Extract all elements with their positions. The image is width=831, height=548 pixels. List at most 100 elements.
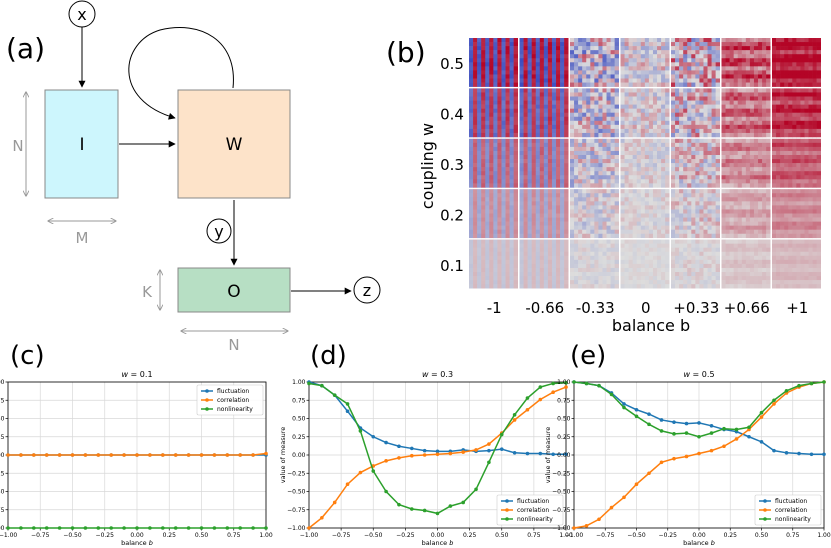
chart-c-legend-nonlinearity: nonlinearity <box>217 406 253 413</box>
chart-e-series-nonlinearity <box>572 380 826 439</box>
chart-d-point-correlation <box>384 459 388 463</box>
chart-d-series-correlation <box>307 385 568 530</box>
chart-e-point-nonlinearity <box>584 381 589 386</box>
input-box-label: I <box>79 135 84 155</box>
chart-c-point-correlation <box>19 453 23 457</box>
chart-e-point-nonlinearity <box>609 392 614 397</box>
chart-c-ytick: −0.25 <box>0 470 5 477</box>
chart-e-point-correlation <box>722 444 726 449</box>
chart-d-xtick: 0.00 <box>431 532 445 539</box>
heatmap-cell-w0.2-b-1 <box>469 189 518 239</box>
chart-d-point-nonlinearity <box>384 489 388 494</box>
chart-e-panel-label: (e) <box>570 341 606 371</box>
heatmap-row-labels: 0.5 0.4 0.3 0.2 0.1 <box>440 55 464 275</box>
chart-d-point-nonlinearity <box>564 380 568 385</box>
chart-e-point-correlation <box>597 517 601 522</box>
chart-e: (e) w = 0.5 −1.00 −0.75 −0.50 −0.25 0.00 0.25 0.… <box>544 341 831 547</box>
chart-d-xtick: −0.75 <box>332 532 351 539</box>
chart-d-point-correlation <box>345 482 350 487</box>
chart-e-point-fluctuation <box>697 421 701 425</box>
chart-d-legend-correlation: correlation <box>517 507 549 514</box>
chart-c-point-nonlinearity <box>109 526 113 530</box>
chart-e-point-fluctuation <box>747 434 751 439</box>
chart-d-legend-fluctuation: fluctuation <box>517 498 549 505</box>
chart-e-point-correlation <box>734 437 739 441</box>
chart-d-legend-nonlinearity: nonlinearity <box>517 516 553 523</box>
chart-e-point-correlation <box>684 454 689 459</box>
input-box <box>44 89 119 199</box>
chart-c-panel-label: (c) <box>10 341 45 371</box>
chart-e-point-nonlinearity <box>822 380 826 384</box>
chart-c-point-correlation <box>264 451 268 456</box>
chart-c-xlabel: balance b <box>121 539 153 547</box>
chart-d-point-fluctuation <box>551 452 555 457</box>
heatmap-row-label-1: 0.4 <box>440 106 464 124</box>
chart-c-series-nonlinearity <box>6 526 268 530</box>
chart-c-point-nonlinearity <box>186 526 191 530</box>
chart-d-point-correlation <box>358 470 363 475</box>
heatmap-row-label-0: 0.5 <box>440 55 464 73</box>
heatmap-cell-w0.3-b+0.33 <box>671 138 720 188</box>
heatmap-column-label-3: 0 <box>641 299 651 317</box>
chart-e-point-fluctuation <box>647 412 651 416</box>
chart-c-point-correlation <box>83 453 88 457</box>
chart-d-point-nonlinearity <box>358 429 363 433</box>
chart-e-point-correlation <box>647 471 651 476</box>
heatmap-cell-w0.3-b-0.33 <box>570 138 619 188</box>
chart-e-point-correlation <box>709 448 714 453</box>
chart-c-point-correlation <box>70 453 75 457</box>
chart-d-point-nonlinearity <box>332 393 337 397</box>
heatmap-column-label-0: -1 <box>487 299 502 317</box>
chart-d-point-fluctuation <box>410 446 414 451</box>
chart-e-ytick: −0.25 <box>552 470 571 477</box>
chart-c-point-nonlinearity <box>135 526 139 530</box>
chart-d-point-correlation <box>551 390 555 395</box>
heatmap-cell-w0.4-b+0.66 <box>721 88 771 138</box>
chart-c-point-nonlinearity <box>173 526 178 530</box>
chart-e-point-nonlinearity <box>784 388 789 393</box>
chart-c-point-correlation <box>44 453 49 457</box>
chart-d-point-correlation <box>397 456 401 460</box>
chart-c-point-correlation <box>225 453 230 457</box>
chart-d-point-nonlinearity <box>525 396 530 400</box>
chart-d-ylabel: value of measure <box>279 427 287 484</box>
heatmap-cell-w0.1-b+0.66 <box>721 239 771 289</box>
chart-e-xtick: 0.50 <box>755 532 769 539</box>
chart-c-ytick: 1.00 <box>0 379 5 386</box>
heatmap-ylabel: coupling w <box>418 123 437 209</box>
chart-c-point-correlation <box>32 453 36 457</box>
chart-c-point-correlation <box>173 453 178 457</box>
chart-e-ytick: 0.00 <box>557 452 571 459</box>
heatmap-row-label-2: 0.3 <box>440 156 464 174</box>
chart-c-xtick: 0.50 <box>195 532 209 539</box>
chart-c-point-correlation <box>251 453 255 457</box>
chart-c-point-correlation <box>161 453 165 457</box>
chart-d-point-correlation <box>332 500 337 505</box>
chart-e-point-fluctuation <box>659 418 664 422</box>
chart-e-ytick: 0.50 <box>557 416 571 423</box>
chart-c-point-nonlinearity <box>122 526 126 530</box>
chart-e-point-fluctuation <box>634 407 639 412</box>
chart-c-point-nonlinearity <box>32 526 36 530</box>
chart-e-xtick: −1.00 <box>565 532 584 539</box>
chart-c-point-nonlinearity <box>19 526 23 530</box>
chart-c-xtick: 1.00 <box>259 532 273 539</box>
chart-c-point-nonlinearity <box>225 526 230 530</box>
chart-d-point-nonlinearity <box>345 402 350 406</box>
recurrent-loop-arrow <box>128 26 234 120</box>
chart-d-point-nonlinearity <box>499 432 504 437</box>
chart-c-point-correlation <box>186 453 191 457</box>
chart-c-point-nonlinearity <box>44 526 49 530</box>
chart-e-xtick: −0.25 <box>659 532 678 539</box>
chart-d-point-nonlinearity <box>474 487 478 492</box>
chart-d-xtick: 0.25 <box>463 532 477 539</box>
heatmap-cell-w0.3-b0 <box>620 138 670 188</box>
chart-e-legend-nonlinearity: nonlinearity <box>775 516 811 523</box>
chart-d-point-correlation <box>461 450 466 454</box>
chart-e-xtick: −0.75 <box>596 532 615 539</box>
heatmap-cell-w0.2-b0 <box>620 189 670 239</box>
chart-d-xtick: −1.00 <box>300 532 319 539</box>
chart-e-point-fluctuation <box>772 448 776 453</box>
chart-e-point-nonlinearity <box>797 383 801 388</box>
chart-d-point-nonlinearity <box>487 460 491 465</box>
